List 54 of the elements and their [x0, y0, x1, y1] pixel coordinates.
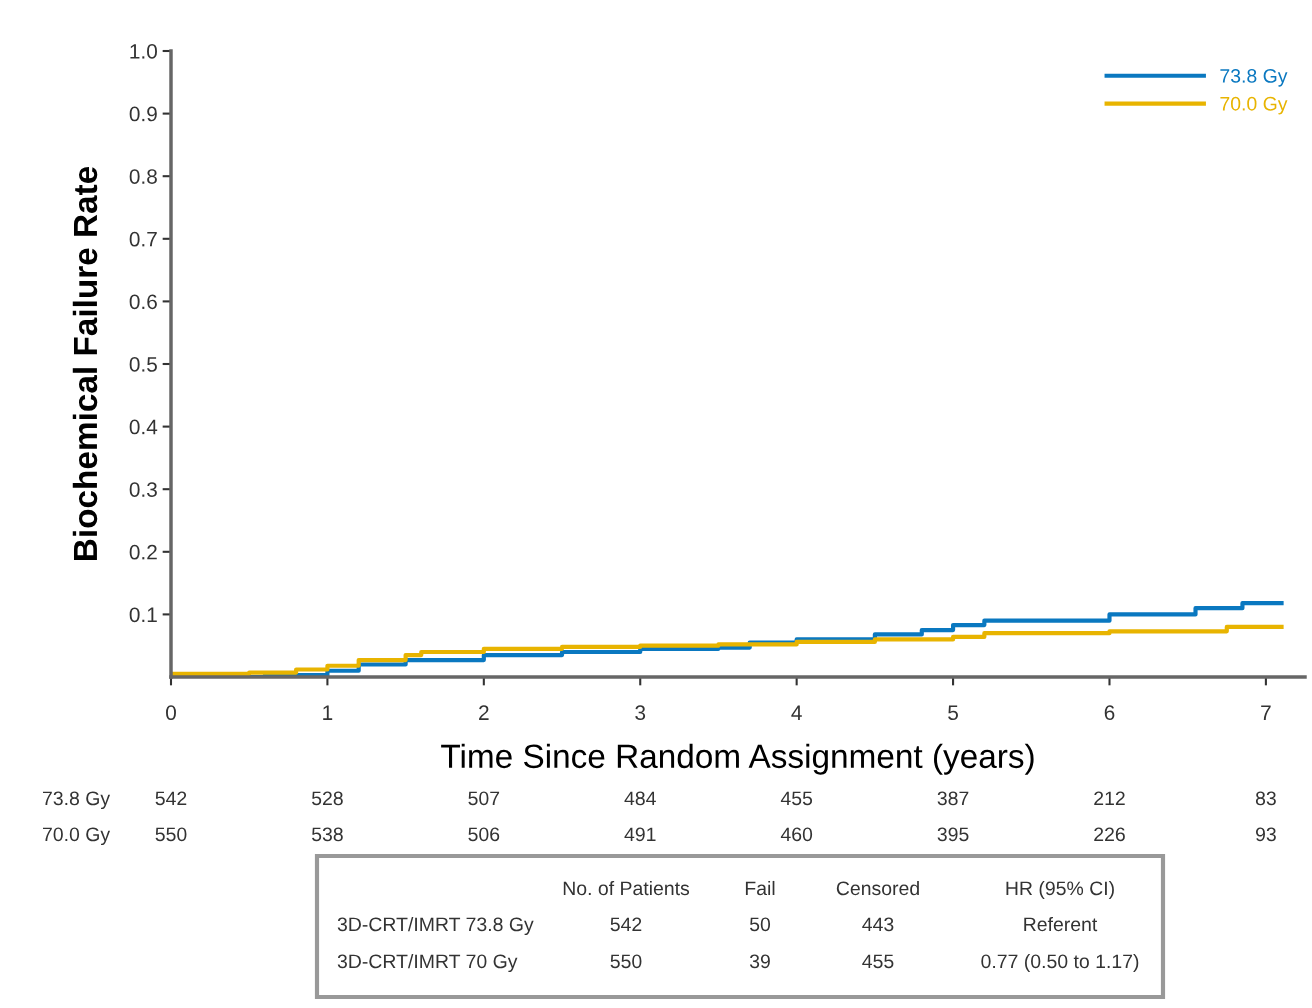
text: No. of Patients [563, 880, 690, 896]
y-tick-label: 1.0 [130, 44, 157, 59]
x-tick-label: 7 [1261, 705, 1271, 720]
text: 455 [862, 954, 894, 969]
y-axis-title: Biochemical Failure Rate [72, 166, 98, 560]
text: HR (95% CI) [1006, 880, 1114, 900]
text: 387 [937, 791, 969, 806]
text: Fail [745, 880, 775, 896]
text: 212 [1094, 791, 1125, 806]
y-tick-label: 0.5 [129, 357, 157, 372]
y-tick-label: 0.6 [129, 294, 157, 310]
x-tick-label: 2 [479, 705, 489, 720]
y-tick-label: 0.4 [129, 419, 158, 435]
text: 460 [780, 827, 813, 842]
text: 70.0 Gy [1220, 96, 1288, 115]
text: 538 [311, 827, 343, 842]
text: 507 [468, 791, 500, 806]
text: 93 [1256, 827, 1276, 842]
text: 542 [155, 791, 187, 806]
text: 3D-CRT/IMRT 70 Gy [337, 953, 518, 973]
text: 491 [624, 827, 656, 842]
text: 550 [155, 827, 187, 842]
text: 528 [311, 791, 343, 806]
y-tick-label: 0.7 [129, 231, 157, 247]
text: 39 [749, 954, 770, 969]
y-tick-label: 0.8 [129, 169, 157, 184]
x-tick-label: 0 [166, 705, 176, 721]
x-tick-label: 1 [323, 705, 333, 720]
y-tick-label: 0.2 [129, 544, 157, 560]
text: 542 [610, 917, 642, 932]
x-tick-label: 3 [635, 705, 646, 721]
y-tick-label: 0.3 [129, 482, 157, 497]
text: Referent [1024, 916, 1098, 932]
text: Censored [836, 880, 919, 896]
text: 73.8 Gy [43, 791, 111, 810]
text: 73.8 Gy [1220, 69, 1288, 87]
text: 83 [1255, 791, 1276, 806]
x-tick-label: 6 [1104, 705, 1115, 721]
x-axis-title: Time Since Random Assignment (years) [441, 743, 1034, 775]
x-tick-label: 5 [948, 705, 958, 721]
text: 455 [780, 791, 813, 806]
text: 3D-CRT/IMRT 73.8 Gy [337, 916, 534, 936]
text: 226 [1094, 827, 1125, 842]
text: 550 [610, 954, 642, 969]
text: 395 [937, 827, 969, 842]
y-tick-label: 0.1 [129, 607, 157, 623]
text: 70.0 Gy [43, 827, 111, 846]
y-tick-label: 0.9 [129, 106, 157, 122]
text: 50 [749, 917, 771, 932]
x-tick-label: 4 [791, 705, 802, 720]
text: 443 [862, 917, 894, 932]
text: 506 [468, 827, 500, 842]
text: 0.77 (0.50 to 1.17) [981, 953, 1139, 973]
text: 484 [624, 791, 656, 806]
